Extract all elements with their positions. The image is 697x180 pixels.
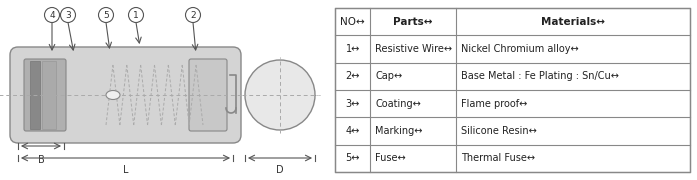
Text: Flame proof↔: Flame proof↔ [461,99,527,109]
Text: 2: 2 [190,10,196,19]
Text: 1: 1 [133,10,139,19]
Text: Materials↔: Materials↔ [541,17,605,27]
Circle shape [61,8,75,22]
Text: Coating↔: Coating↔ [376,99,421,109]
Text: 5: 5 [103,10,109,19]
Text: Thermal Fuse↔: Thermal Fuse↔ [461,153,535,163]
Text: Cap↔: Cap↔ [376,71,403,81]
Bar [30,61,40,129]
Circle shape [245,60,315,130]
Text: Marking↔: Marking↔ [376,126,423,136]
Text: 4↔: 4↔ [346,126,360,136]
Text: 3↔: 3↔ [346,99,360,109]
Text: 2↔: 2↔ [346,71,360,81]
Text: B: B [38,155,45,165]
Text: Silicone Resin↔: Silicone Resin↔ [461,126,537,136]
FancyBboxPatch shape [189,59,227,131]
Text: 3: 3 [65,10,71,19]
Circle shape [45,8,59,22]
Text: Fuse↔: Fuse↔ [376,153,406,163]
Circle shape [98,8,114,22]
Text: Base Metal : Fe Plating : Sn/Cu↔: Base Metal : Fe Plating : Sn/Cu↔ [461,71,618,81]
Circle shape [185,8,201,22]
Text: Parts↔: Parts↔ [393,17,433,27]
Text: Resistive Wire↔: Resistive Wire↔ [376,44,452,54]
Ellipse shape [106,91,120,100]
FancyBboxPatch shape [10,47,241,143]
Circle shape [128,8,144,22]
Bar [335,8,690,172]
Text: NO↔: NO↔ [340,17,365,27]
Text: 5↔: 5↔ [346,153,360,163]
Text: 1↔: 1↔ [346,44,360,54]
Text: 4: 4 [49,10,55,19]
Text: Nickel Chromium alloy↔: Nickel Chromium alloy↔ [461,44,579,54]
Text: L: L [123,165,128,175]
Text: D: D [276,165,284,175]
Bar [42,61,56,129]
FancyBboxPatch shape [24,59,66,131]
